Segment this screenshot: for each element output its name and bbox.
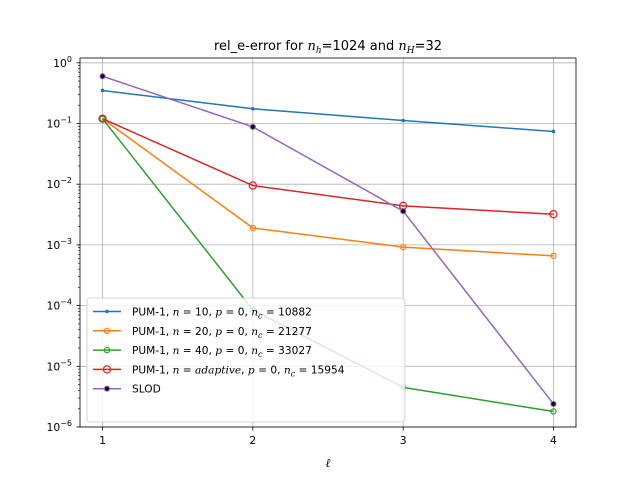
axes-ticks: 1 2 3 4 10−6 10−5 10−4 10−3 10−2 10−1 100 [46,55,557,447]
legend: PUM-1, n = 10, p = 0, nc = 10882 PUM-1, n… [86,297,406,423]
y-tick-label: 10−6 [46,419,72,434]
data-point [550,400,557,408]
series-5 [99,73,557,408]
legend-label: SLOD [132,384,161,396]
series-line [102,75,555,405]
data-point [551,129,556,134]
x-tick-label: 3 [400,434,407,447]
data-point [249,123,256,130]
data-point [401,118,405,123]
series-line [102,118,554,215]
x-tick-label: 1 [99,434,106,447]
legend-entry: SLOD [93,384,161,396]
x-axis-label: ℓ [326,456,331,470]
plot-frame [79,57,577,428]
x-tick-label: 4 [550,434,557,447]
legend-marker [102,365,112,374]
y-tick-label: 10−2 [46,176,72,191]
series-line [102,118,554,257]
series-line [102,89,554,133]
legend-entry: PUM-1, n = adaptive, p = 0, nc = 15954 [93,364,345,378]
y-tick-label: 10−5 [46,358,72,373]
data-point [98,114,107,123]
legend-label: PUM-1, n = 40, p = 0, nc = 33027 [132,345,312,359]
data-point [400,208,407,215]
data-point [99,115,106,122]
legend-entry: PUM-1, n = 40, p = 0, nc = 33027 [93,345,312,359]
legend-label: PUM-1, n = 20, p = 0, nc = 21277 [132,326,312,340]
y-tick-label: 10−4 [46,298,72,313]
data-point [549,210,558,219]
data-point [251,106,255,111]
legend-marker [103,385,111,392]
data-point [399,243,407,251]
legend-marker [103,346,111,354]
data-point [99,73,106,80]
data-point [249,224,257,232]
legend-marker [105,309,109,314]
data-point [100,88,105,93]
data-point [248,181,258,190]
legend-label: PUM-1, n = 10, p = 0, nc = 10882 [132,307,312,321]
legend-marker [103,327,111,334]
y-tick-label: 10−3 [46,237,72,252]
series-1 [100,88,556,134]
legend-entry: PUM-1, n = 20, p = 0, nc = 21277 [93,326,312,340]
y-tick-label: 100 [53,55,72,70]
chart-title: rel_e-error for nh=1024 and nH=32 [214,39,442,56]
legend-box [86,297,406,423]
legend-label: PUM-1, n = adaptive, p = 0, nc = 15954 [132,364,345,378]
data-point [550,252,557,260]
y-tick-label: 10−1 [46,116,72,131]
data-point [550,408,557,415]
legend-entry: PUM-1, n = 10, p = 0, nc = 10882 [93,307,312,321]
x-tick-label: 2 [249,434,256,447]
